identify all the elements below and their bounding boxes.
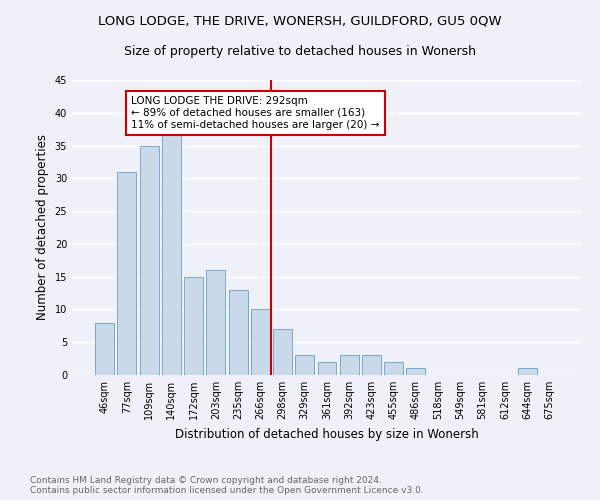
- Text: LONG LODGE, THE DRIVE, WONERSH, GUILDFORD, GU5 0QW: LONG LODGE, THE DRIVE, WONERSH, GUILDFOR…: [98, 15, 502, 28]
- Text: Size of property relative to detached houses in Wonersh: Size of property relative to detached ho…: [124, 45, 476, 58]
- Bar: [95, 322, 114, 375]
- Bar: [295, 356, 314, 375]
- Bar: [118, 172, 136, 375]
- X-axis label: Distribution of detached houses by size in Wonersh: Distribution of detached houses by size …: [175, 428, 479, 440]
- Bar: [229, 290, 248, 375]
- Bar: [406, 368, 425, 375]
- Bar: [251, 310, 270, 375]
- Bar: [273, 329, 292, 375]
- Bar: [518, 368, 536, 375]
- Bar: [206, 270, 225, 375]
- Bar: [162, 132, 181, 375]
- Bar: [340, 356, 359, 375]
- Bar: [384, 362, 403, 375]
- Bar: [362, 356, 381, 375]
- Text: LONG LODGE THE DRIVE: 292sqm
← 89% of detached houses are smaller (163)
11% of s: LONG LODGE THE DRIVE: 292sqm ← 89% of de…: [131, 96, 380, 130]
- Y-axis label: Number of detached properties: Number of detached properties: [36, 134, 49, 320]
- Bar: [317, 362, 337, 375]
- Text: Contains HM Land Registry data © Crown copyright and database right 2024.
Contai: Contains HM Land Registry data © Crown c…: [30, 476, 424, 495]
- Bar: [140, 146, 158, 375]
- Bar: [184, 276, 203, 375]
